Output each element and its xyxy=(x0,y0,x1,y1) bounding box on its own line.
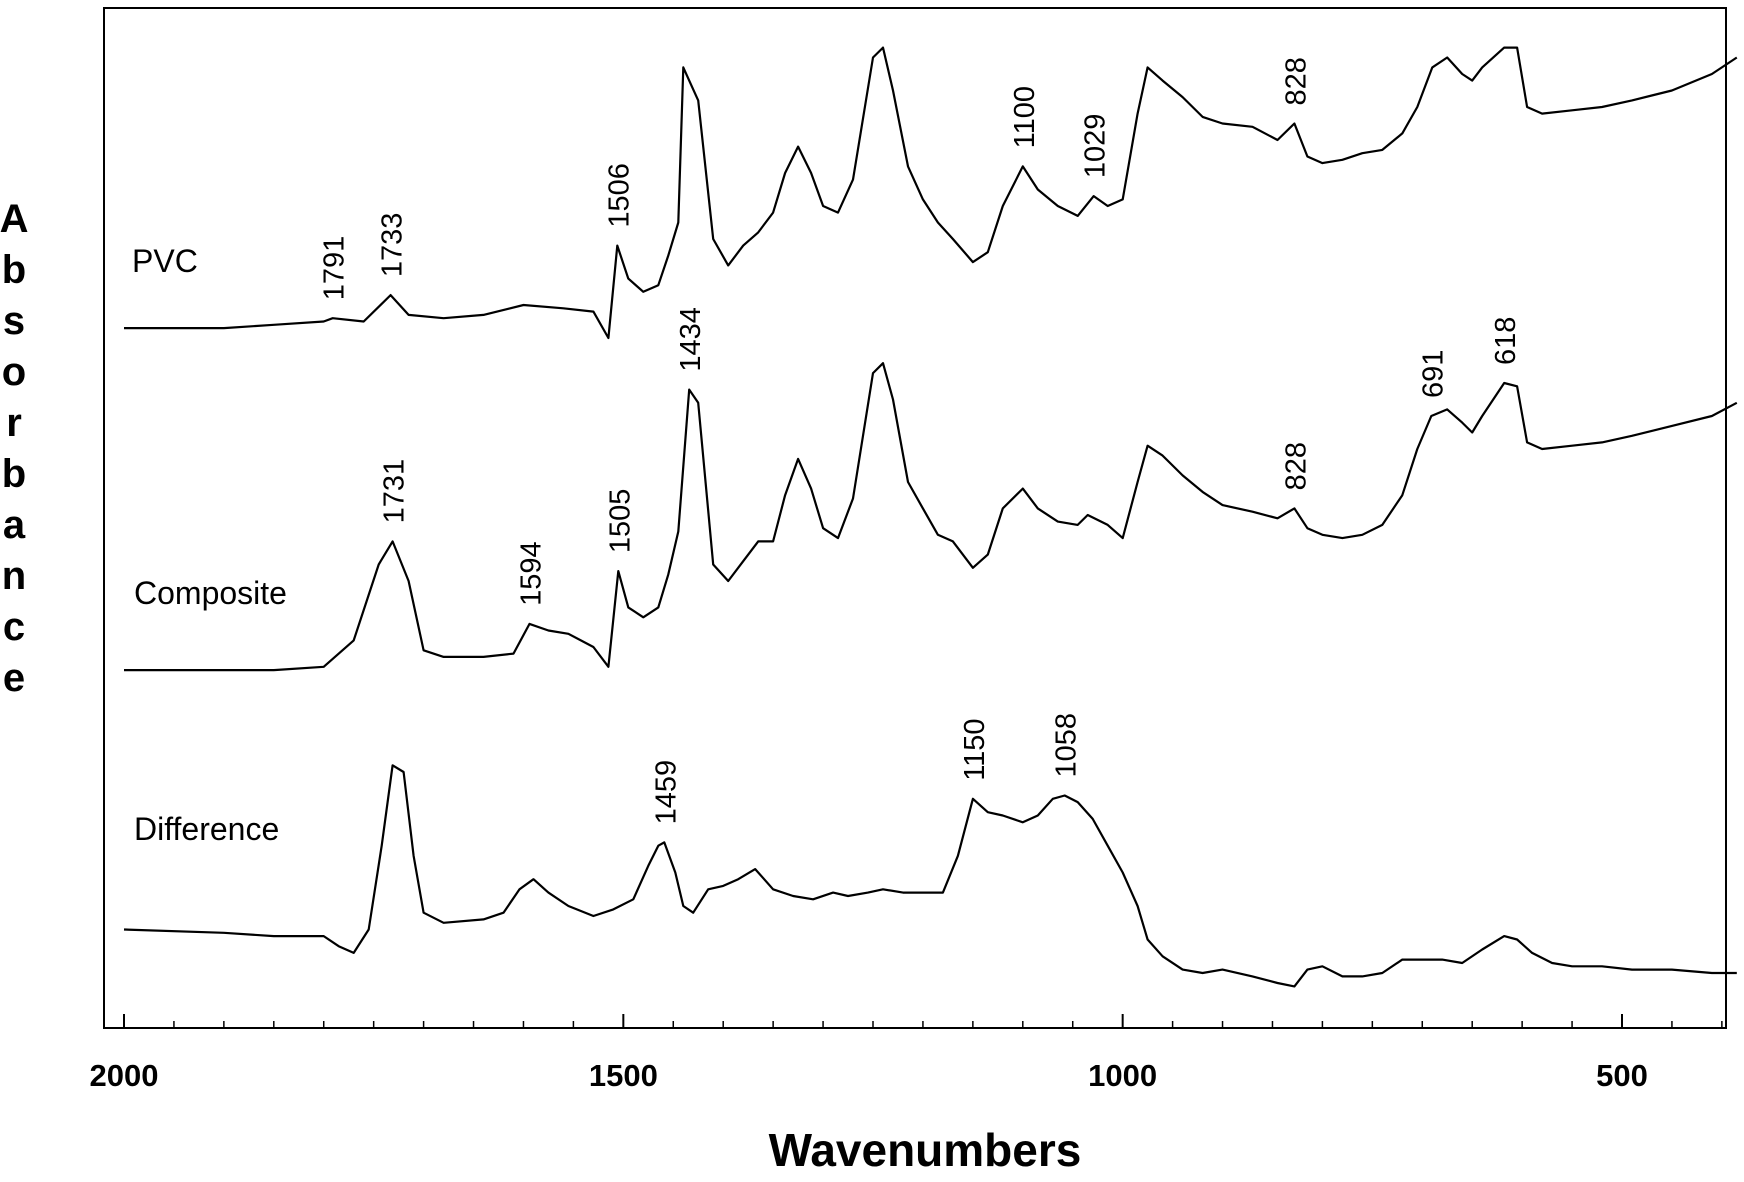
series-label-composite: Composite xyxy=(134,575,287,611)
peak-label: 1029 xyxy=(1080,114,1112,179)
peak-label: 1100 xyxy=(1009,86,1041,148)
series-labels: PVC Composite Difference xyxy=(132,243,287,847)
plot-frame xyxy=(103,7,1727,1029)
peak-label: 1791 xyxy=(319,236,351,301)
y-axis-title-letter: s xyxy=(3,299,25,343)
y-axis-title-letter: r xyxy=(6,401,22,445)
peak-labels: 1791 1733 1506 1100 1029 828 1434 1731 1594 1505 8… xyxy=(319,57,1522,825)
x-tick-label: 1000 xyxy=(1088,1058,1157,1093)
series-label-pvc: PVC xyxy=(132,243,198,279)
peak-label: 618 xyxy=(1490,317,1522,365)
x-major-ticks xyxy=(123,1014,1623,1028)
peak-label: 691 xyxy=(1417,350,1449,398)
series-label-difference: Difference xyxy=(134,811,279,847)
series-line-difference xyxy=(123,764,1737,988)
x-tick-label: 1500 xyxy=(589,1058,658,1093)
series-line-pvc xyxy=(124,46,1738,340)
peak-label: 1594 xyxy=(516,541,548,606)
x-minor-ticks xyxy=(173,1021,1723,1028)
series-line-composite xyxy=(124,362,1738,672)
y-axis-title-letter: n xyxy=(2,554,26,598)
spectrum-traces xyxy=(123,46,1738,988)
y-axis-title-letter: o xyxy=(2,350,26,394)
x-tick-label: 2000 xyxy=(90,1058,159,1093)
peak-label: 828 xyxy=(1280,57,1312,105)
peak-label: 1505 xyxy=(604,489,636,554)
peak-label: 1506 xyxy=(603,163,635,228)
peak-label: 1459 xyxy=(650,760,682,825)
x-axis-title: Wavenumbers xyxy=(769,1124,1082,1176)
y-axis-title-letter: b xyxy=(2,248,26,292)
x-tick-labels: 2000 1500 1000 500 xyxy=(90,1058,1648,1093)
peak-label: 1058 xyxy=(1051,713,1083,778)
x-tick-label: 500 xyxy=(1596,1058,1648,1093)
peak-label: 1434 xyxy=(675,307,707,372)
peak-label: 828 xyxy=(1280,442,1312,490)
peak-label: 1150 xyxy=(959,718,991,780)
peak-label: 1731 xyxy=(379,459,411,524)
y-axis-title-letter: A xyxy=(0,197,28,241)
y-axis-title-letter: a xyxy=(3,503,26,547)
y-axis-title-letter: e xyxy=(3,656,25,700)
peak-label: 1733 xyxy=(377,213,409,278)
y-axis-title-letter: b xyxy=(2,452,26,496)
y-axis-title-letter: c xyxy=(3,605,25,649)
